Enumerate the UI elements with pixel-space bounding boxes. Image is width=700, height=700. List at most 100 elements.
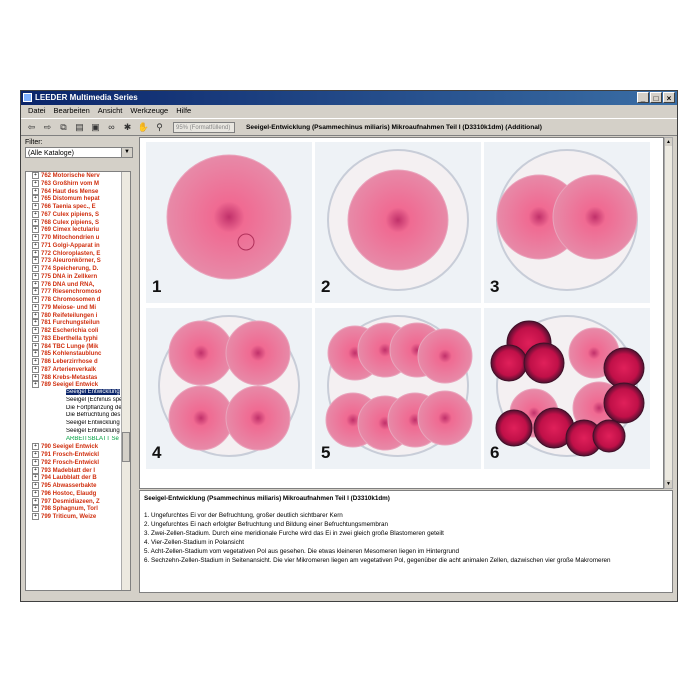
expand-plus-icon[interactable]: + [32, 513, 39, 520]
expand-plus-icon[interactable]: + [32, 218, 39, 226]
expand-plus-icon[interactable]: + [32, 179, 39, 187]
zoom-field[interactable]: 95% (Formatfüllend) [173, 121, 235, 133]
tree-item[interactable]: +774 Speicherung, D. [26, 265, 130, 273]
tree-item[interactable]: +769 Cimex lectulariu [26, 226, 130, 234]
expand-plus-icon[interactable]: + [32, 482, 39, 489]
tree-subitem[interactable]: Seeigel Entwicklung [26, 389, 130, 397]
binoculars-icon[interactable]: ∞ [108, 122, 115, 132]
expand-plus-icon[interactable]: + [32, 249, 39, 257]
tree-item[interactable]: +765 Distomum hepat [26, 195, 130, 203]
print-icon[interactable]: ▤ [75, 122, 84, 132]
settings-icon[interactable]: ✱ [123, 122, 132, 132]
tree-item[interactable]: +781 Furchungsteilun [26, 319, 130, 327]
tree-item[interactable]: +792 Frosch-Entwickl [26, 458, 130, 467]
expand-plus-icon[interactable]: + [32, 466, 39, 474]
viewer-scrollbar[interactable]: ▲ ▼ [664, 137, 673, 489]
menu-datei[interactable]: Datei [28, 106, 46, 115]
tree-item[interactable]: +777 Riesenchromoso [26, 288, 130, 296]
menu-hilfe[interactable]: Hilfe [176, 106, 192, 115]
expand-plus-icon[interactable]: + [32, 195, 39, 203]
tree-item[interactable]: +776 DNA und RNA, [26, 280, 130, 289]
expand-plus-icon[interactable]: + [32, 311, 39, 319]
expand-plus-icon[interactable]: + [32, 187, 39, 195]
expand-plus-icon[interactable]: + [32, 288, 39, 296]
expand-plus-icon[interactable]: + [32, 381, 39, 389]
tree-item[interactable]: +780 Reifeteilungen i [26, 311, 130, 320]
tree-item[interactable]: +762 Motorische Nerv [26, 172, 130, 180]
menu-werkzeuge[interactable]: Werkzeuge [130, 106, 169, 115]
tree-item[interactable]: +770 Mitochondrien u [26, 234, 130, 242]
expand-plus-icon[interactable]: + [32, 226, 39, 234]
expand-plus-icon[interactable]: + [32, 327, 39, 334]
expand-plus-icon[interactable]: + [32, 443, 39, 451]
tree-subitem[interactable]: ARBEITSBLATT Se [26, 436, 130, 444]
tree-item[interactable]: +784 TBC Lunge (Mik [26, 342, 130, 351]
close-button[interactable]: × [663, 92, 675, 103]
tree-item[interactable]: +793 Madeblatt der I [26, 466, 130, 475]
tree-item[interactable]: +771 Golgi-Apparat in [26, 241, 130, 250]
expand-plus-icon[interactable]: + [32, 373, 39, 381]
tree-item[interactable]: +772 Chloroplasten, E [26, 249, 130, 258]
tree-item[interactable]: +788 Krebs-Metastas [26, 373, 130, 382]
expand-plus-icon[interactable]: + [32, 319, 39, 327]
expand-plus-icon[interactable]: + [32, 203, 39, 210]
tree-item[interactable]: +764 Haut des Mense [26, 187, 130, 196]
expand-plus-icon[interactable]: + [32, 489, 39, 497]
expand-plus-icon[interactable]: + [32, 234, 39, 241]
tree-item[interactable]: +763 Großhirn vom M [26, 179, 130, 188]
expand-plus-icon[interactable]: + [32, 210, 39, 218]
filter-select[interactable]: (Alle Kataloge) ▼ [25, 147, 133, 158]
menu-bearbeiten[interactable]: Bearbeiten [53, 106, 90, 115]
tree-item[interactable]: +783 Eberthella typhi [26, 334, 130, 343]
expand-plus-icon[interactable]: + [32, 451, 39, 458]
expand-plus-icon[interactable]: + [32, 350, 39, 358]
expand-plus-icon[interactable]: + [32, 358, 39, 365]
copy-icon[interactable]: ⧉ [60, 122, 67, 132]
expand-plus-icon[interactable]: + [32, 474, 39, 482]
tree-item[interactable]: +794 Laubblatt der B [26, 474, 130, 482]
film-icon[interactable]: ▣ [91, 122, 100, 132]
tree-item[interactable]: +785 Kohlenstaublunc [26, 350, 130, 358]
expand-plus-icon[interactable]: + [32, 265, 39, 272]
tree-item[interactable]: +797 Desmidiazeen, Z [26, 497, 130, 506]
tree-item[interactable]: +790 Seeigel Entwick [26, 443, 130, 451]
expand-plus-icon[interactable]: + [32, 458, 39, 466]
tree-item[interactable]: +773 Aleuronkörner, S [26, 257, 130, 265]
tree-subitem[interactable]: Seeigel Entwicklung [26, 428, 130, 436]
tree-item[interactable]: +798 Sphagnum, Torl [26, 505, 130, 513]
back-arrow-icon[interactable]: ⇦ [27, 122, 36, 132]
tree-item[interactable]: +782 Escherichia coli [26, 327, 130, 335]
tree-scrollbar[interactable] [121, 172, 130, 590]
expand-plus-icon[interactable]: + [32, 334, 39, 342]
tree-subitem[interactable]: Die Fortpflanzung des [26, 405, 130, 413]
magnifier-icon[interactable]: ⚲ [156, 122, 163, 132]
tree-item[interactable]: +775 DNA in Zellkern [26, 272, 130, 281]
expand-plus-icon[interactable]: + [32, 296, 39, 303]
expand-plus-icon[interactable]: + [32, 365, 39, 373]
expand-plus-icon[interactable]: + [32, 505, 39, 513]
forward-arrow-icon[interactable]: ⇨ [43, 122, 52, 132]
expand-plus-icon[interactable]: + [32, 172, 39, 179]
tree-item[interactable]: +795 Abwasserbakte [26, 482, 130, 490]
tree-item[interactable]: +766 Taenia spec., E [26, 203, 130, 211]
tree-item[interactable]: +787 Arterienverkalk [26, 365, 130, 374]
tree-item[interactable]: +786 Leberzirrhose d [26, 358, 130, 366]
scroll-down-arrow-icon[interactable]: ▼ [665, 480, 672, 488]
expand-plus-icon[interactable]: + [32, 342, 39, 350]
tree-subitem[interactable]: Die Befruchtung des [26, 412, 130, 420]
expand-plus-icon[interactable]: + [32, 280, 39, 288]
menu-ansicht[interactable]: Ansicht [97, 106, 123, 115]
tree-item[interactable]: +768 Culex pipiens, S [26, 218, 130, 227]
hand-icon[interactable]: ✋ [137, 122, 150, 132]
tree-subitem[interactable]: Seeigel (Echinus spe [26, 397, 130, 405]
maximize-button[interactable]: □ [650, 92, 662, 103]
expand-plus-icon[interactable]: + [32, 241, 39, 249]
catalog-tree[interactable]: +762 Motorische Nerv +763 Großhirn vom M +… [25, 171, 131, 591]
tree-item[interactable]: +778 Chromosomen d [26, 296, 130, 304]
chevron-down-icon[interactable]: ▼ [121, 148, 132, 157]
tree-item[interactable]: +789 Seeigel Entwick [26, 381, 130, 389]
expand-plus-icon[interactable]: + [32, 303, 39, 311]
minimize-button[interactable]: _ [637, 92, 649, 103]
tree-subitem[interactable]: Seeigel Entwicklung [26, 420, 130, 428]
expand-plus-icon[interactable]: + [32, 257, 39, 265]
